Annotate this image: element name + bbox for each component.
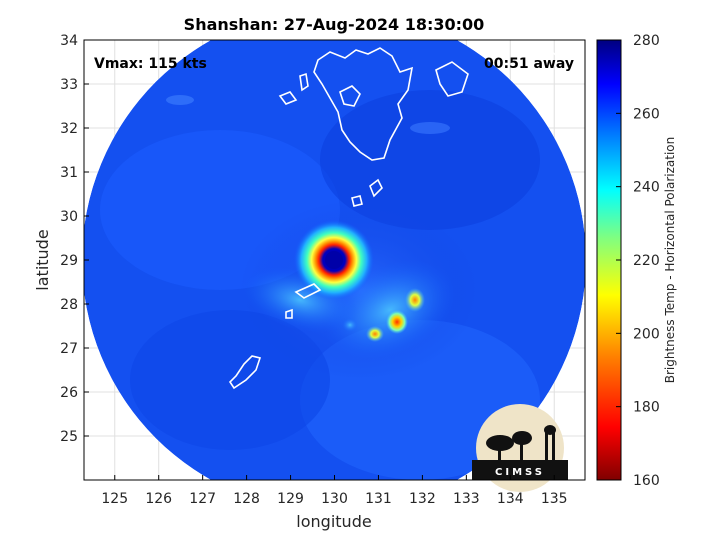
y-tick-label: 31: [60, 165, 78, 181]
colorbar-tick-label: 160: [633, 473, 660, 489]
y-tick-label: 27: [60, 341, 78, 357]
y-tick-label: 26: [60, 385, 78, 401]
y-axis-ticks: 25 26 27 28 29 30 31 32 33 34: [60, 33, 89, 445]
colorbar-tick-label: 240: [633, 180, 660, 196]
coastlines: [124, 42, 563, 452]
cimss-logo-text: CIMSS: [495, 467, 545, 478]
x-tick-label: 134: [497, 491, 524, 507]
x-tick-label: 127: [189, 491, 216, 507]
x-tick-label: 133: [453, 491, 480, 507]
x-axis-ticks: 125 126 127 128 129 130 131 132 133 134 135: [101, 475, 568, 507]
map-title: Shanshan: 27-Aug-2024 18:30:00: [184, 15, 485, 34]
colorbar-label: Brightness Temp - Horizontal Polarizatio…: [663, 137, 677, 384]
x-tick-label: 129: [277, 491, 304, 507]
x-tick-label: 125: [101, 491, 128, 507]
vmax-label: Vmax: 115 kts: [94, 56, 207, 72]
y-tick-label: 30: [60, 209, 78, 225]
colorbar-ticks: 160 180 200 220 240 260 280: [616, 33, 660, 489]
colorbar-tick-label: 280: [633, 33, 660, 49]
y-tick-label: 33: [60, 77, 78, 93]
cimss-logo: CIMSS: [472, 404, 568, 492]
x-tick-label: 135: [541, 491, 568, 507]
colorbar-tick-label: 260: [633, 106, 660, 122]
colorbar-tick-label: 200: [633, 326, 660, 342]
colorbar-tick-label: 180: [633, 400, 660, 416]
x-axis-label: longitude: [296, 512, 371, 531]
y-tick-label: 25: [60, 429, 78, 445]
y-tick-label: 32: [60, 121, 78, 137]
satellite-swath: [84, 40, 585, 480]
x-tick-label: 128: [233, 491, 260, 507]
y-tick-label: 28: [60, 297, 78, 313]
x-tick-label: 130: [321, 491, 348, 507]
x-tick-label: 132: [409, 491, 436, 507]
x-tick-label: 126: [145, 491, 172, 507]
colorbar-tick-label: 220: [633, 253, 660, 269]
time-away-label: 00:51 away: [484, 56, 574, 72]
y-tick-label: 29: [60, 253, 78, 269]
y-tick-label: 34: [60, 33, 78, 49]
x-tick-label: 131: [365, 491, 392, 507]
y-axis-label: latitude: [33, 229, 52, 290]
